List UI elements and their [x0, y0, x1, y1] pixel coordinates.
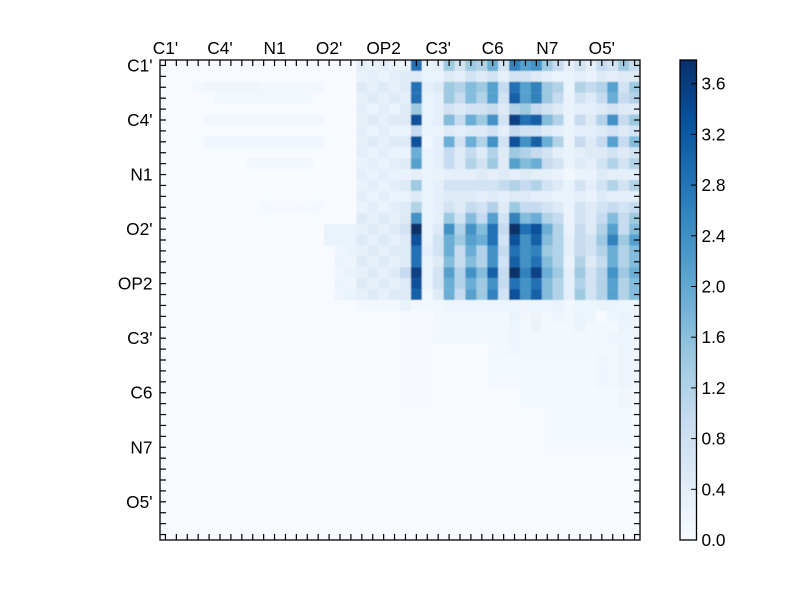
svg-text:N1: N1	[130, 165, 152, 185]
svg-text:O2': O2'	[126, 219, 152, 239]
svg-text:3.2: 3.2	[702, 124, 726, 144]
svg-text:2.0: 2.0	[702, 276, 726, 296]
svg-text:C4': C4'	[127, 110, 152, 130]
svg-text:1.6: 1.6	[702, 327, 726, 347]
svg-text:C3': C3'	[127, 328, 152, 348]
svg-text:3.6: 3.6	[702, 74, 726, 94]
svg-text:C6: C6	[130, 383, 152, 403]
svg-text:O5': O5'	[126, 492, 152, 512]
svg-text:C1': C1'	[153, 38, 178, 58]
svg-text:O2': O2'	[316, 38, 342, 58]
svg-text:N7: N7	[536, 38, 558, 58]
svg-text:N1: N1	[264, 38, 286, 58]
svg-text:2.8: 2.8	[702, 175, 726, 195]
svg-text:0.4: 0.4	[702, 479, 726, 499]
svg-text:N7: N7	[130, 437, 152, 457]
svg-text:1.2: 1.2	[702, 378, 726, 398]
svg-text:0.8: 0.8	[702, 429, 726, 449]
svg-text:C3': C3'	[425, 38, 450, 58]
svg-text:C4': C4'	[207, 38, 232, 58]
svg-text:OP2: OP2	[118, 274, 153, 294]
svg-text:OP2: OP2	[366, 38, 401, 58]
svg-text:0.0: 0.0	[702, 530, 726, 550]
svg-text:C1': C1'	[127, 55, 152, 75]
svg-text:C6: C6	[482, 38, 504, 58]
svg-text:2.4: 2.4	[702, 226, 726, 246]
svg-text:O5': O5'	[589, 38, 615, 58]
